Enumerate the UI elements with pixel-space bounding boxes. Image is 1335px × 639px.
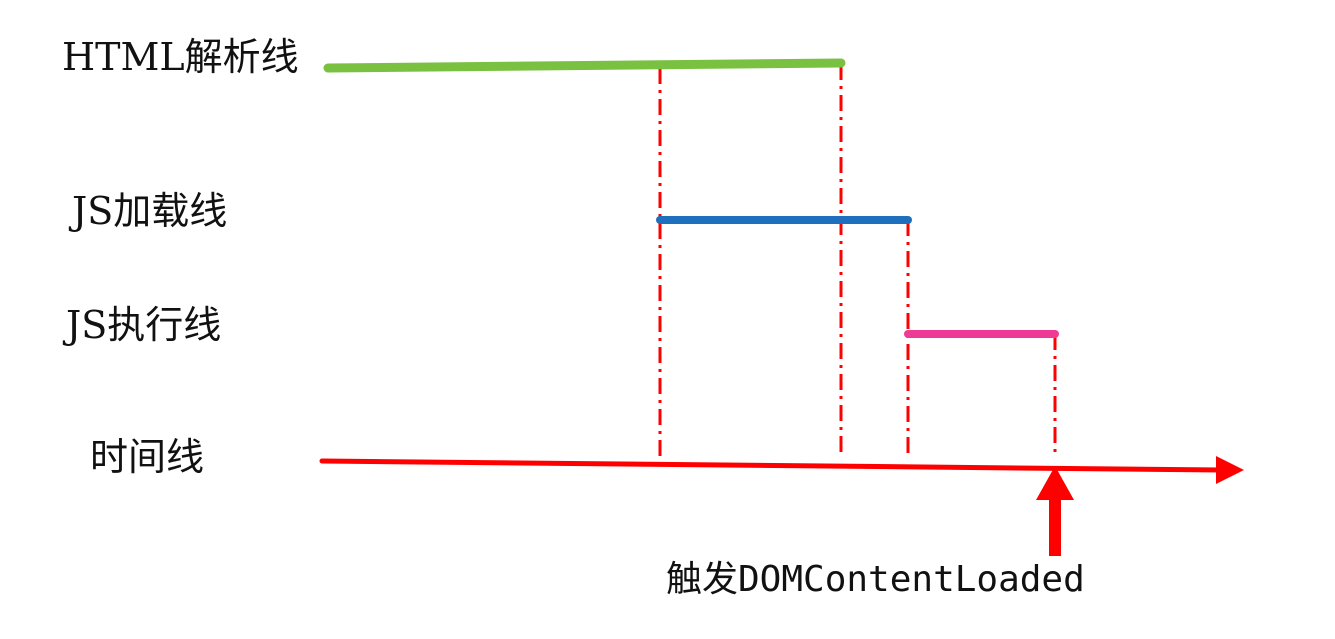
timeline-arrowhead (1216, 456, 1244, 484)
js-exec-line-label: JS执行线 (66, 303, 222, 347)
domcontentloaded-trigger-label: 触发DOMContentLoaded (666, 559, 1085, 600)
timeline-label: 时间线 (90, 435, 205, 479)
js-load-line-label: JS加载线 (72, 189, 228, 233)
html-parse-line-label: HTML解析线 (62, 35, 299, 79)
trigger-arrowhead (1036, 466, 1074, 500)
html-parse-line (323, 58, 846, 73)
timeline-axis (319, 458, 1225, 473)
trigger-arrow-shaft (1049, 498, 1061, 556)
